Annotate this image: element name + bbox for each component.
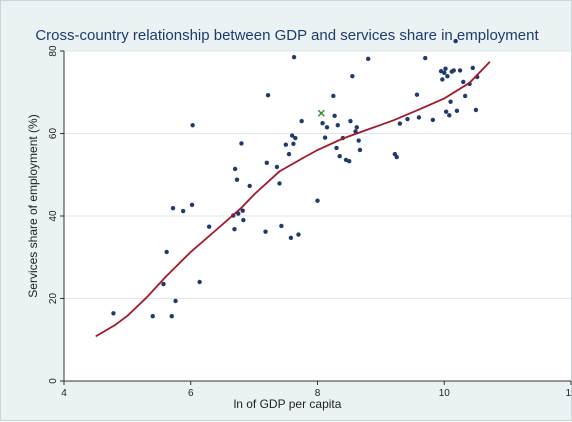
data-point	[234, 177, 240, 182]
data-point	[397, 121, 403, 126]
data-point	[416, 115, 422, 120]
data-point	[394, 154, 399, 160]
y-tick-label: 40	[48, 210, 59, 222]
data-point	[454, 108, 460, 114]
data-point	[470, 65, 475, 71]
data-point	[337, 153, 342, 159]
data-point	[299, 118, 304, 124]
data-point	[293, 135, 298, 141]
data-point	[473, 107, 479, 113]
data-point	[150, 314, 155, 319]
data-point	[263, 229, 268, 234]
data-point	[320, 120, 325, 126]
data-point	[461, 79, 466, 85]
data-point	[206, 224, 212, 229]
data-point	[451, 68, 456, 73]
data-point	[440, 77, 445, 82]
data-point	[279, 223, 284, 229]
x-tick-label: 10	[439, 388, 451, 399]
data-point	[241, 217, 246, 223]
data-point	[332, 113, 337, 118]
fit-line	[95, 61, 491, 338]
x-axis-label: ln of GDP per capita	[234, 397, 342, 411]
data-point	[448, 99, 453, 104]
data-point	[277, 181, 282, 186]
data-point	[357, 147, 363, 153]
data-point	[331, 93, 336, 99]
data-point	[315, 198, 320, 203]
y-tick-label: 0	[48, 378, 59, 384]
data-point	[414, 92, 420, 97]
chart-title: Cross-country relationship between GDP a…	[35, 27, 539, 44]
y-tick-label: 20	[48, 293, 59, 305]
data-point	[457, 68, 463, 73]
data-point	[161, 281, 166, 287]
data-point	[447, 113, 452, 118]
data-point	[443, 66, 448, 71]
data-point	[173, 298, 178, 304]
x-tick-label: 6	[188, 388, 194, 399]
data-point	[264, 160, 269, 165]
data-point	[324, 125, 330, 130]
x-tick-label: 12	[565, 388, 572, 399]
data-point	[322, 135, 328, 140]
data-point	[334, 145, 339, 151]
data-point	[239, 141, 244, 146]
data-point	[356, 138, 361, 143]
data-point	[350, 73, 355, 79]
data-point	[288, 235, 294, 241]
data-point	[348, 118, 353, 124]
data-point	[353, 129, 358, 134]
data-point	[189, 202, 195, 208]
data-point	[265, 92, 271, 98]
y-tick-label: 60	[48, 128, 59, 140]
data-point	[443, 109, 449, 114]
data-point	[442, 70, 447, 76]
data-point	[197, 279, 202, 285]
data-point	[296, 232, 301, 237]
data-point	[346, 158, 352, 164]
data-point	[247, 183, 252, 189]
x-tick-label: 4	[61, 388, 67, 399]
data-point	[170, 205, 176, 211]
data-point	[354, 125, 359, 130]
data-point	[286, 151, 292, 157]
data-point	[453, 38, 458, 44]
y-tick-label: 80	[48, 45, 59, 57]
data-point	[190, 123, 195, 128]
data-point	[291, 54, 297, 60]
y-axis-label: Services share of employment (%)	[26, 114, 40, 297]
data-point	[232, 166, 238, 172]
data-point	[289, 133, 295, 138]
data-point	[232, 227, 237, 232]
data-point	[291, 141, 296, 147]
data-point	[405, 116, 410, 122]
data-point	[445, 73, 450, 79]
data-point	[180, 208, 186, 214]
data-point	[423, 55, 428, 61]
data-point	[164, 249, 169, 255]
data-point	[283, 142, 289, 147]
data-point	[462, 93, 468, 99]
data-point	[430, 117, 436, 123]
x-tick-label: 8	[315, 388, 321, 399]
data-point	[366, 56, 371, 62]
data-point	[169, 314, 174, 319]
highlight-point	[317, 109, 325, 117]
data-point	[111, 311, 116, 316]
data-point	[274, 164, 280, 170]
data-point	[240, 208, 245, 213]
data-point	[335, 123, 340, 128]
